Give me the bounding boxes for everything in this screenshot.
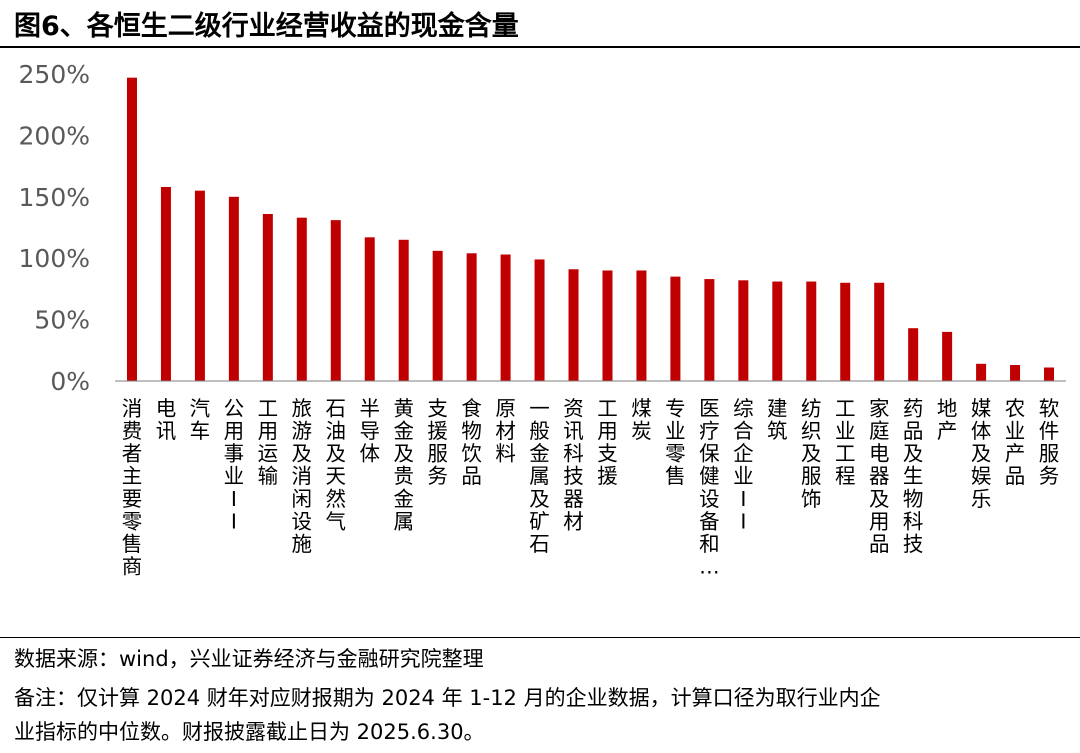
x-tick-label: 专业零售 xyxy=(665,396,686,488)
x-tick-label: 电讯 xyxy=(156,396,177,443)
bar xyxy=(908,328,919,381)
bar-series xyxy=(126,77,1055,382)
y-axis: 0% 50% 100% 150% 200% 250% xyxy=(19,60,90,396)
bar xyxy=(534,259,545,381)
bar xyxy=(738,280,749,381)
y-tick-label: 100% xyxy=(19,244,90,273)
x-tick-label: 支援服务 xyxy=(427,396,448,488)
x-tick-label: 综合企业 I I xyxy=(733,396,754,533)
bar xyxy=(160,186,171,381)
title-divider xyxy=(0,46,1080,48)
bar xyxy=(500,254,511,381)
x-tick-label: 旅游及消闲设施 xyxy=(292,396,313,556)
bar xyxy=(806,281,817,381)
bar xyxy=(126,77,137,382)
x-tick-label: 药品及生物科技 xyxy=(903,396,924,556)
x-tick-label: 家庭电器及用品 xyxy=(869,396,890,556)
bar xyxy=(602,270,613,381)
bar xyxy=(874,282,885,381)
x-tick-label: 农业产品 xyxy=(1005,396,1026,488)
bar xyxy=(1010,365,1021,381)
x-tick-label: 石油及天然气 xyxy=(326,396,347,533)
x-tick-label: 医疗保健设备和… xyxy=(699,396,720,578)
bar xyxy=(976,363,987,381)
x-tick-label: 工用支援 xyxy=(597,396,618,488)
chart-title: 图6、各恒生二级行业经营收益的现金含量 xyxy=(14,11,519,42)
bar xyxy=(670,276,681,381)
bar xyxy=(262,213,273,381)
x-tick-label: 煤炭 xyxy=(631,396,652,443)
y-tick-label: 50% xyxy=(34,306,90,335)
x-tick-label: 媒体及娱乐 xyxy=(971,396,992,510)
x-tick-label: 软件服务 xyxy=(1039,396,1060,488)
x-tick-label: 工业工程 xyxy=(835,396,856,488)
footnote-line-1: 备注：仅计算 2024 财年对应财报期为 2024 年 1-12 月的企业数据，… xyxy=(14,686,881,710)
x-tick-label: 建筑 xyxy=(767,396,788,443)
x-tick-label: 黄金及贵金属 xyxy=(393,396,414,533)
bar xyxy=(840,282,851,381)
y-tick-label: 150% xyxy=(19,183,90,212)
x-tick-label: 原材料 xyxy=(495,396,516,465)
bar xyxy=(1044,367,1055,381)
x-tick-label: 纺织及服饰 xyxy=(801,396,822,510)
bar xyxy=(296,217,307,381)
bar xyxy=(636,270,647,381)
bar xyxy=(364,237,375,381)
bar xyxy=(942,331,953,381)
bar xyxy=(568,269,579,381)
x-tick-label: 资讯科技器材 xyxy=(563,396,584,533)
bar xyxy=(704,279,715,381)
footer-divider xyxy=(0,637,1080,638)
y-tick-label: 250% xyxy=(19,60,90,89)
x-tick-label: 地产 xyxy=(937,396,958,443)
x-tick-label: 消费者主要零售商 xyxy=(122,396,143,578)
bar xyxy=(194,190,205,381)
y-tick-label: 0% xyxy=(50,367,90,396)
y-tick-label: 200% xyxy=(19,121,90,150)
x-tick-label: 一般金属及矿石 xyxy=(529,396,550,556)
bar xyxy=(228,196,239,381)
x-tick-label: 工用运输 xyxy=(258,396,279,488)
source-note: 数据来源：wind，兴业证券经济与金融研究院整理 xyxy=(14,647,484,671)
bar xyxy=(398,239,409,381)
bar xyxy=(772,281,783,381)
x-tick-label: 半导体 xyxy=(359,396,380,465)
bar xyxy=(432,250,443,381)
footnote-line-2: 业指标的中位数。财报披露截止日为 2025.6.30。 xyxy=(14,720,485,744)
bar xyxy=(330,220,341,381)
x-tick-label: 汽车 xyxy=(190,396,211,443)
x-tick-label: 食物饮品 xyxy=(461,396,482,488)
bar xyxy=(466,253,477,381)
x-tick-label: 公用事业 I I xyxy=(224,396,245,533)
